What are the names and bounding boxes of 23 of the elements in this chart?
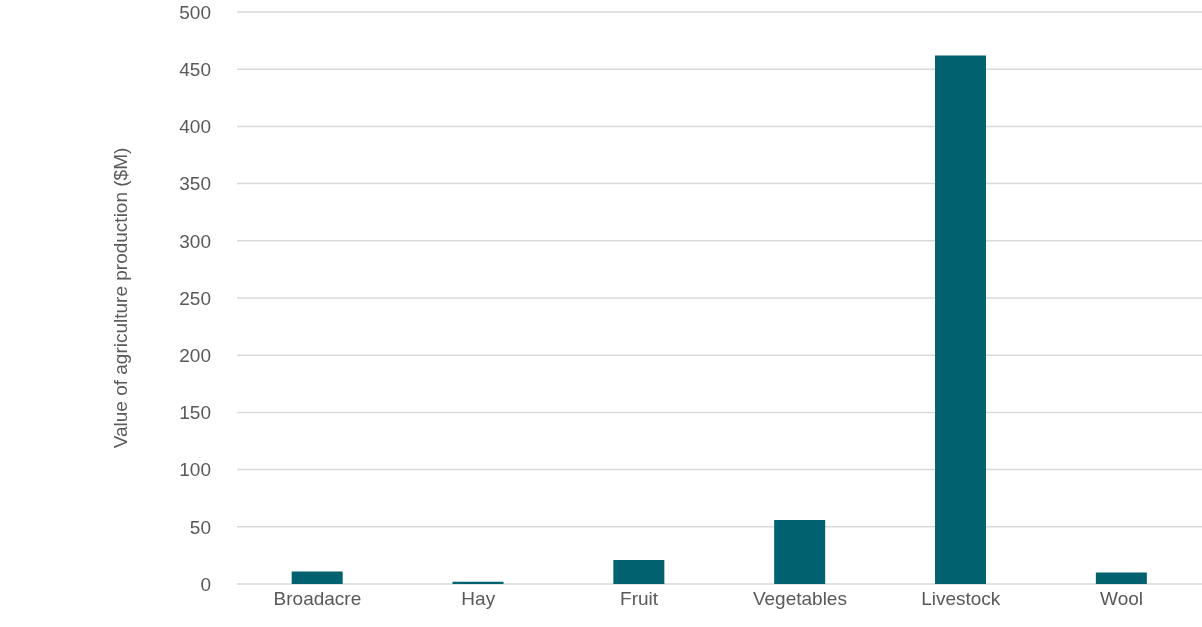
bar <box>774 519 826 584</box>
y-tick-label: 150 <box>179 402 211 424</box>
bar <box>1095 572 1147 584</box>
bar <box>613 559 665 584</box>
x-tick-label: Broadacre <box>273 588 362 610</box>
y-axis-title: Value of agriculture production ($M) <box>109 147 131 449</box>
x-tick-label: Wool <box>1100 588 1144 610</box>
x-tick-label: Hay <box>461 588 496 610</box>
y-tick-label: 0 <box>200 573 211 595</box>
y-tick-label: 200 <box>179 344 211 366</box>
bar <box>291 571 343 584</box>
y-tick-label: 50 <box>189 516 211 538</box>
y-tick-label: 450 <box>179 58 211 80</box>
y-tick-label: 400 <box>179 116 211 138</box>
y-tick-label: 350 <box>179 173 211 195</box>
x-tick-label: Livestock <box>921 588 1001 610</box>
y-tick-label: 100 <box>179 459 211 481</box>
y-tick-label: 300 <box>179 230 211 252</box>
bar <box>935 55 987 584</box>
x-tick-label: Vegetables <box>752 588 847 610</box>
y-tick-label: 250 <box>179 287 211 309</box>
x-tick-label: Fruit <box>620 588 659 610</box>
y-tick-label: 500 <box>179 1 211 23</box>
